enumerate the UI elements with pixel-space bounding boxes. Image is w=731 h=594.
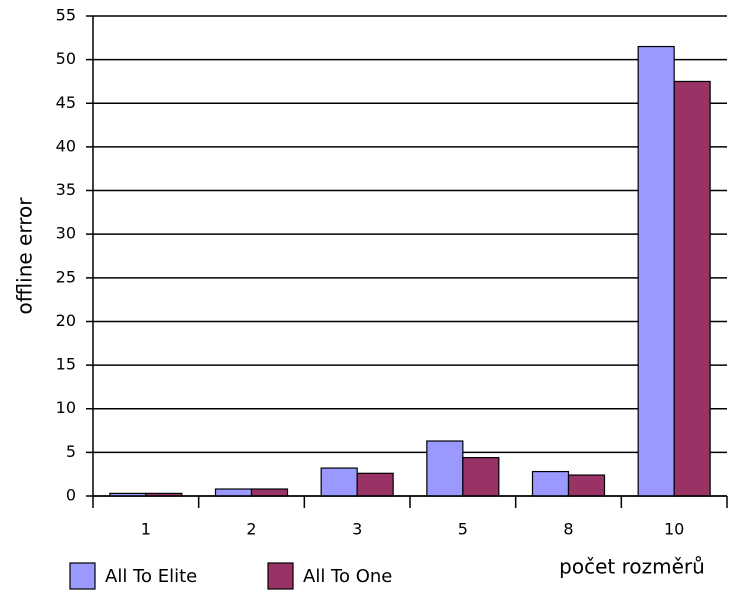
bar (567, 474, 606, 497)
y-tick-label: 5 (66, 442, 76, 461)
y-tick-label: 30 (56, 224, 76, 243)
bar (356, 472, 394, 497)
legend-label: All To One (303, 566, 392, 587)
bar (462, 457, 500, 497)
bar (531, 470, 570, 497)
y-tick-label: 50 (56, 49, 76, 68)
bar (637, 45, 675, 497)
y-axis-title: offline error (13, 197, 37, 315)
y-tick-label: 40 (56, 136, 76, 155)
bar (426, 440, 464, 497)
legend-swatch (267, 562, 294, 590)
x-tick-label: 1 (141, 520, 151, 539)
x-tick-label: 8 (563, 520, 573, 539)
bar (673, 80, 711, 497)
bar (250, 488, 289, 497)
y-tick-label: 0 (66, 486, 76, 505)
y-tick-label: 55 (56, 6, 76, 25)
y-tick-label: 20 (56, 311, 76, 330)
legend-swatch (69, 562, 96, 590)
y-tick-label: 45 (56, 93, 76, 112)
bar (320, 467, 358, 497)
x-tick-label: 10 (664, 520, 684, 539)
x-tick-label: 5 (458, 520, 468, 539)
bar (214, 488, 253, 497)
x-axis-title: počet rozměrů (559, 555, 705, 579)
x-tick-label: 3 (352, 520, 362, 539)
x-tick-label: 2 (246, 520, 256, 539)
legend-label: All To Elite (105, 566, 197, 587)
y-tick-label: 15 (56, 355, 76, 374)
y-tick-label: 35 (56, 180, 76, 199)
y-tick-label: 10 (56, 398, 76, 417)
y-tick-label: 25 (56, 267, 76, 286)
